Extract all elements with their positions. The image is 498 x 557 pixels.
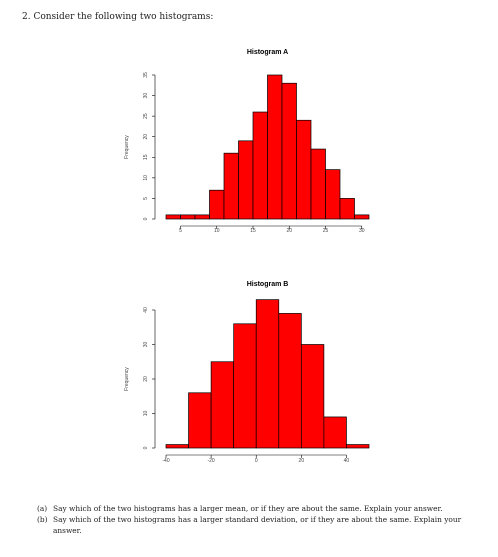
histogram-a-bar bbox=[281, 82, 297, 220]
histogram-a-x-tick-label: 20 bbox=[286, 228, 292, 234]
histogram-a-bar bbox=[165, 214, 181, 220]
histogram-a-y-tick-label: 20 bbox=[143, 134, 149, 140]
part-a-text: Say which of the two histograms has a la… bbox=[53, 504, 443, 513]
histogram-b-y-tick-label: 40 bbox=[143, 307, 149, 313]
histogram-b-y-tick-label: 30 bbox=[143, 342, 149, 348]
histogram-a-x-tick-label: 30 bbox=[359, 228, 365, 234]
histogram-a-bar bbox=[310, 148, 326, 220]
histogram-a-bar bbox=[354, 214, 370, 220]
question-intro: 2. Consider the following two histograms… bbox=[22, 12, 214, 22]
histogram-a-bar bbox=[325, 169, 341, 220]
histogram-a-x-tick-label: 10 bbox=[214, 228, 220, 234]
histogram-a-bar bbox=[194, 214, 210, 220]
histogram-a-y-tick-label: 10 bbox=[143, 175, 149, 181]
histogram-b-x-tick-label: 40 bbox=[344, 458, 350, 464]
histogram-a-title: Histogram A bbox=[247, 49, 288, 56]
histogram-b-title: Histogram B bbox=[247, 281, 289, 288]
histogram-a-x-tick-label: 25 bbox=[323, 228, 329, 234]
histogram-a-chart: Histogram A 5 10 15 20 25 30 0 5 10 15 20 25 30 35 Freq… bbox=[124, 49, 370, 234]
histogram-b-bar bbox=[188, 392, 212, 449]
part-b-text: Say which of the two histograms has a la… bbox=[53, 515, 462, 535]
part-b-label: (b) bbox=[37, 515, 48, 524]
histogram-a-bar bbox=[209, 189, 225, 220]
histogram-a-bar bbox=[252, 111, 268, 220]
histogram-a-bar bbox=[267, 74, 283, 220]
histogram-b-x-tick-label: 0 bbox=[255, 458, 258, 464]
histogram-b-x-tick-label: 20 bbox=[299, 458, 305, 464]
question-part-a: (a) Say which of the two histograms has … bbox=[37, 503, 492, 514]
histogram-a-y-label: Frequency bbox=[124, 135, 130, 159]
histogram-b-bar bbox=[346, 444, 370, 449]
histogram-b-y-tick-label: 0 bbox=[143, 446, 149, 449]
part-a-label: (a) bbox=[37, 504, 48, 513]
histogram-b-bar bbox=[165, 444, 189, 449]
histogram-b-y-label: Frequency bbox=[124, 367, 130, 391]
histogram-b-bar bbox=[278, 313, 302, 449]
histogram-a-bar bbox=[296, 119, 312, 220]
histogram-b-bar bbox=[255, 299, 280, 449]
histogram-b-chart: Histogram B -40 -20 0 20 40 0 10 20 30 40 Frequency bbox=[124, 281, 370, 464]
histogram-a-y-tick-label: 15 bbox=[143, 154, 149, 160]
histogram-b-y-tick-label: 10 bbox=[143, 411, 149, 417]
histogram-b-x-tick-label: -40 bbox=[162, 458, 169, 464]
question-parts: (a) Say which of the two histograms has … bbox=[37, 503, 492, 536]
histogram-a-bar bbox=[180, 214, 196, 220]
histogram-b-x-tick-label: -20 bbox=[207, 458, 214, 464]
histogram-a-bar bbox=[339, 198, 355, 220]
histogram-a-y-tick-label: 25 bbox=[143, 113, 149, 119]
histogram-b-bar bbox=[233, 323, 257, 449]
histogram-a-y-tick-label: 5 bbox=[143, 197, 149, 200]
histogram-a-y-tick-label: 0 bbox=[143, 217, 149, 220]
histogram-a-x-tick-label: 5 bbox=[179, 228, 182, 234]
histogram-b-bar bbox=[323, 416, 347, 449]
histogram-a-x-tick-label: 15 bbox=[250, 228, 256, 234]
histogram-a-bar bbox=[223, 152, 239, 220]
histogram-a-bar bbox=[238, 140, 254, 220]
histogram-b-bar bbox=[210, 361, 235, 449]
histogram-b-y-tick-label: 20 bbox=[143, 376, 149, 382]
histogram-a-y-tick-label: 35 bbox=[143, 72, 149, 78]
question-part-b: (b) Say which of the two histograms has … bbox=[37, 514, 492, 536]
histogram-a-y-tick-label: 30 bbox=[143, 93, 149, 99]
histogram-b-bar bbox=[300, 344, 325, 449]
